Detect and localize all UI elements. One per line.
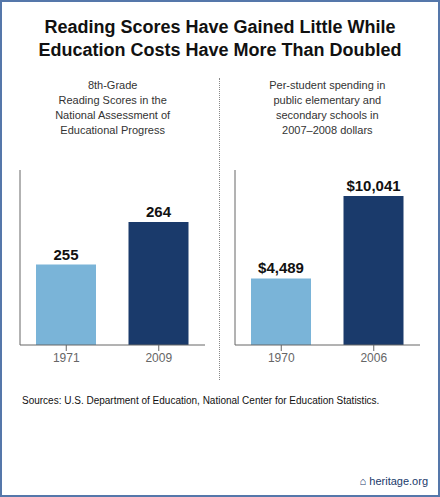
- html-text:public elementary and: public elementary and: [273, 94, 382, 106]
- html-text:Reading Scores in the: Reading Scores in the: [58, 94, 167, 106]
- html-text:Per-student spending in: Per-student spending in: [269, 79, 386, 91]
- html-text:Sources: U.S. Department of Ed: Sources: U.S. Department of Education, N…: [22, 395, 380, 406]
- html-text:National Assessment of: National Assessment of: [55, 109, 171, 121]
- svg-text:255: 255: [54, 246, 79, 263]
- html-text:Reading Scores Have Gained Lit: Reading Scores Have Gained Little While: [44, 17, 396, 37]
- svg-text:$10,041: $10,041: [346, 177, 400, 194]
- svg-text:1970: 1970: [268, 351, 295, 365]
- html-text:Education Costs Have More Than: Education Costs Have More Than Doubled: [38, 40, 402, 60]
- html-text:secondary schools in: secondary schools in: [275, 109, 379, 121]
- svg-text:$4,489: $4,489: [258, 259, 304, 276]
- html-text:⌂ heritage.org: ⌂ heritage.org: [359, 475, 428, 487]
- svg-text:1971: 1971: [53, 351, 80, 365]
- html-text:Educational Progress: Educational Progress: [60, 124, 165, 136]
- html-text:8th-Grade: 8th-Grade: [87, 79, 138, 91]
- svg-text:2009: 2009: [146, 351, 173, 365]
- html-text:2007–2008 dollars: 2007–2008 dollars: [282, 124, 373, 136]
- svg-text:2006: 2006: [360, 351, 387, 365]
- svg-text:264: 264: [146, 203, 172, 220]
